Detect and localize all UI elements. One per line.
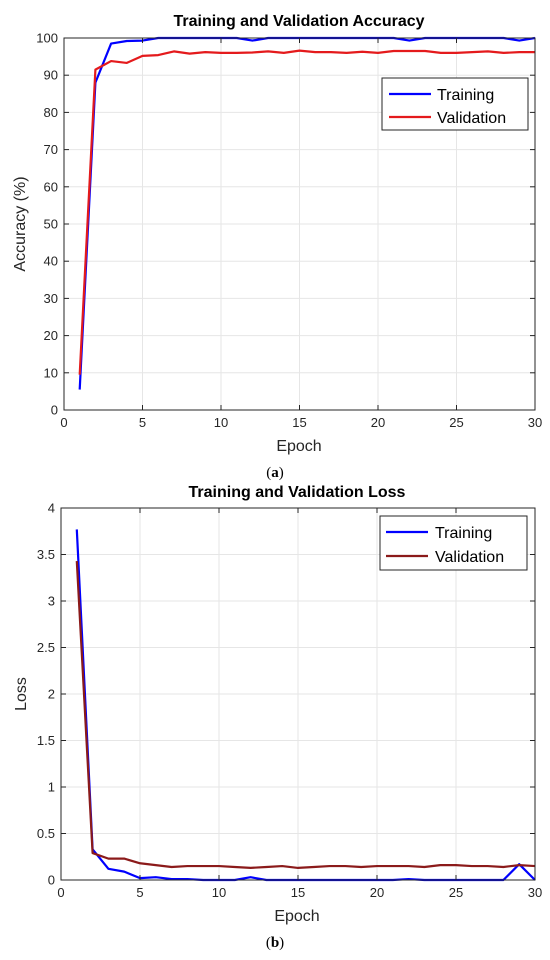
y-tick-label: 90: [44, 68, 58, 83]
y-tick-label: 10: [44, 365, 58, 380]
x-tick-label: 15: [292, 415, 306, 430]
chart-title: Training and Validation Accuracy: [173, 13, 424, 30]
ticks: 0 5 10 15 20 25 30 0 0.5 1 1.5 2 2.5 3 3.5 4: [37, 501, 542, 901]
accuracy-chart: Training and Validation Accuracy 0 5 10 15 2…: [12, 13, 542, 481]
loss-chart: Training and Validation Loss 0 5 10 15 20 25 3…: [13, 484, 542, 951]
x-tick-label: 0: [60, 415, 67, 430]
y-tick-label: 40: [44, 254, 58, 269]
x-tick-label: 30: [528, 415, 542, 430]
x-axis-label: Epoch: [276, 438, 321, 455]
x-tick-label: 25: [449, 885, 463, 900]
y-tick-label: 100: [36, 31, 58, 46]
chart-title: Training and Validation Loss: [189, 484, 406, 501]
y-tick-label: 1.5: [37, 733, 55, 748]
panel-label-b: (b): [266, 935, 284, 951]
series-line-validation: [75, 560, 536, 870]
legend-label-training: Training: [437, 87, 494, 104]
x-tick-label: 25: [449, 415, 463, 430]
y-axis-label: Accuracy (%): [12, 176, 29, 271]
y-tick-label: 3: [48, 594, 55, 609]
y-tick-label: 0: [48, 873, 55, 888]
panel-letter-a: a: [271, 465, 279, 481]
legend: Training Validation: [381, 77, 529, 131]
y-tick-label: 50: [44, 217, 58, 232]
y-tick-label: 0: [51, 403, 58, 418]
y-tick-label: 70: [44, 142, 58, 157]
y-tick-label: 1: [48, 780, 55, 795]
y-tick-label: 2: [48, 687, 55, 702]
y-tick-label: 80: [44, 105, 58, 120]
x-axis-label: Epoch: [274, 908, 319, 925]
x-tick-label: 30: [528, 885, 542, 900]
y-axis-label: Loss: [13, 677, 30, 711]
y-tick-label: 2.5: [37, 640, 55, 655]
legend-label-validation: Validation: [435, 549, 504, 566]
x-tick-label: 20: [371, 415, 385, 430]
legend-label-validation: Validation: [437, 110, 506, 127]
x-tick-label: 15: [291, 885, 305, 900]
y-tick-label: 20: [44, 328, 58, 343]
y-tick-label: 30: [44, 291, 58, 306]
series-line-validation: [78, 49, 535, 375]
y-tick-label: 3.5: [37, 547, 55, 562]
x-tick-label: 20: [370, 885, 384, 900]
y-tick-label: 4: [48, 501, 55, 516]
series-line-training: [75, 529, 536, 882]
x-tick-label: 5: [136, 885, 143, 900]
x-tick-label: 10: [212, 885, 226, 900]
series-group: [75, 529, 536, 882]
legend-label-training: Training: [435, 525, 492, 542]
panel-label-a: (a): [266, 465, 284, 481]
panel-letter-b: b: [271, 935, 279, 951]
legend-box: [381, 77, 529, 131]
ticks: 0 5 10 15 20 25 30 0 10 20 30 40 50 60 70 80 90 100: [36, 31, 542, 431]
y-tick-label: 60: [44, 179, 58, 194]
x-tick-label: 0: [57, 885, 64, 900]
legend-box: [379, 515, 528, 571]
legend: Training Validation: [379, 515, 528, 571]
y-tick-label: 0.5: [37, 826, 55, 841]
x-tick-label: 10: [214, 415, 228, 430]
x-tick-label: 5: [139, 415, 146, 430]
